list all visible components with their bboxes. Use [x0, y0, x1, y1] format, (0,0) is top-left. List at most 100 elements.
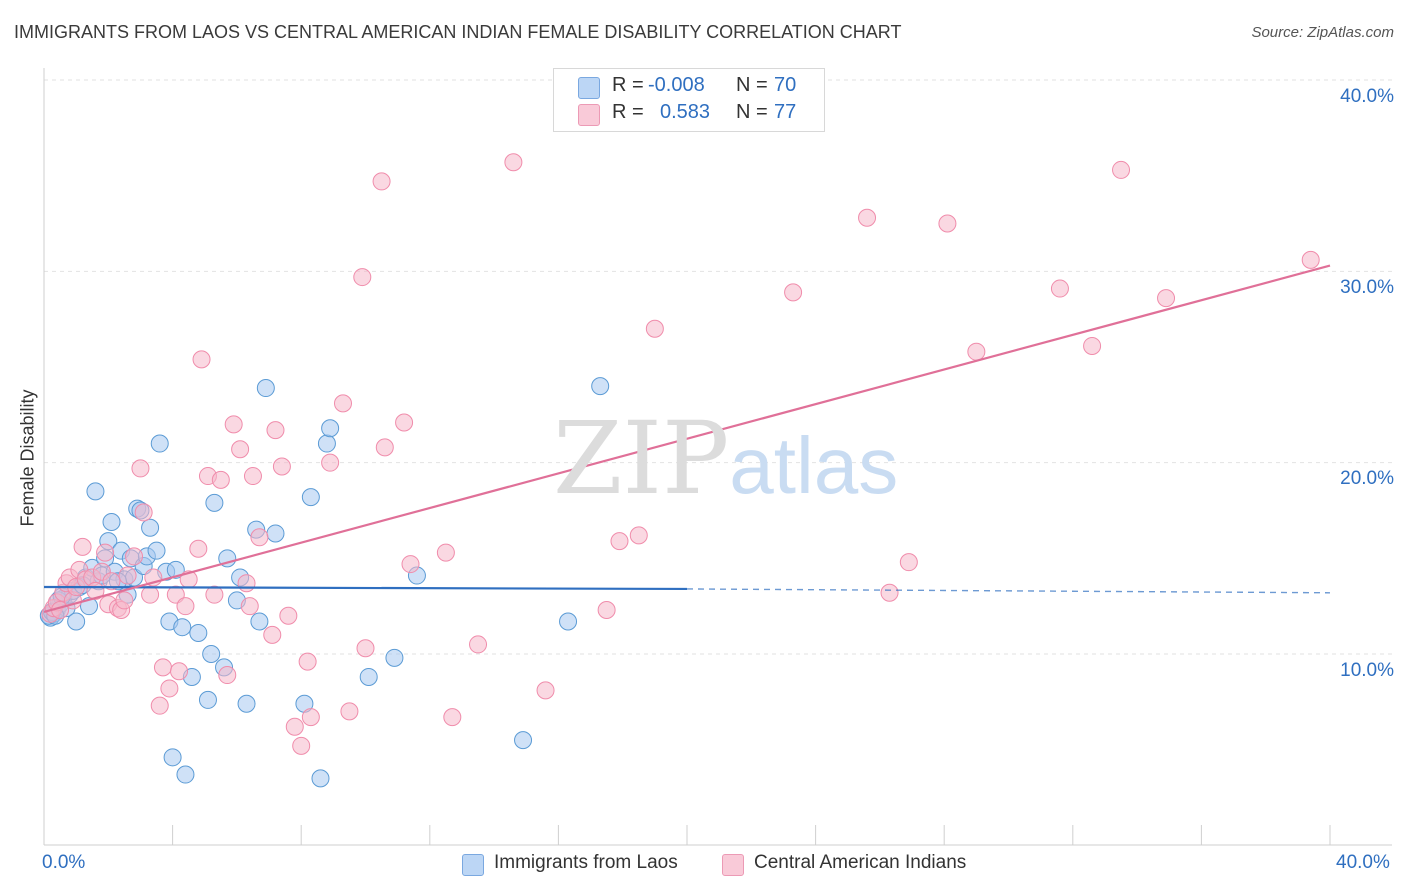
data-point-central-american — [285, 717, 304, 736]
chart-title: IMMIGRANTS FROM LAOS VS CENTRAL AMERICAN… — [14, 22, 902, 42]
data-point-central-american — [1050, 279, 1069, 298]
data-point-laos — [321, 419, 340, 438]
legend-r-value: -0.008 — [648, 74, 705, 96]
data-point-central-american — [321, 453, 340, 472]
legend-n-label: N = — [736, 101, 768, 123]
data-point-central-american — [858, 208, 877, 227]
data-point-laos — [250, 612, 269, 631]
data-point-central-american — [134, 503, 153, 522]
data-point-central-american — [102, 572, 121, 591]
data-point-central-american — [536, 681, 555, 700]
data-point-central-american — [115, 591, 134, 610]
data-point-central-american — [166, 585, 185, 604]
legend-swatch-laos — [578, 77, 600, 99]
data-point-central-american — [240, 597, 259, 616]
data-point-central-american — [192, 350, 211, 369]
data-point-central-american — [504, 153, 523, 172]
y-tick-10: 10.0% — [1340, 660, 1394, 681]
y-tick-20: 20.0% — [1340, 468, 1394, 489]
data-point-laos — [173, 618, 192, 637]
data-point-central-american — [938, 214, 957, 233]
bottom-legend-swatch-laos — [462, 854, 484, 876]
data-point-central-american — [205, 585, 224, 604]
data-point-central-american — [301, 708, 320, 727]
legend-r-value: 0.583 — [660, 101, 711, 123]
data-point-central-american — [250, 528, 269, 547]
data-point-laos — [385, 648, 404, 667]
data-point-laos — [301, 488, 320, 507]
data-point-central-american — [1112, 160, 1131, 179]
watermark-atlas: atlas — [729, 421, 899, 510]
data-point-central-american — [375, 438, 394, 457]
data-point-central-american — [73, 537, 92, 556]
data-point-central-american — [218, 666, 237, 685]
data-point-central-american — [279, 606, 298, 625]
data-point-central-american — [266, 421, 285, 440]
data-point-laos — [266, 524, 285, 543]
trend-line-laos — [43, 585, 688, 591]
data-point-central-american — [141, 585, 160, 604]
data-point-central-american — [469, 635, 488, 654]
data-point-central-american — [224, 415, 243, 434]
legend-swatch-central-american — [578, 104, 600, 126]
data-point-central-american — [176, 597, 195, 616]
data-point-laos — [311, 769, 330, 788]
bottom-legend-label-laos: Immigrants from Laos — [494, 852, 678, 873]
data-point-central-american — [153, 658, 172, 677]
data-point-central-american — [170, 662, 189, 681]
data-point-central-american — [372, 172, 391, 191]
data-point-central-american — [298, 652, 317, 671]
watermark-zip: ZIP — [553, 400, 730, 517]
data-point-laos — [166, 560, 185, 579]
data-point-laos — [150, 434, 169, 453]
bottom-legend-label-central-american: Central American Indians — [754, 852, 967, 873]
data-point-central-american — [967, 342, 986, 361]
data-point-central-american — [131, 459, 150, 478]
legend-n-label: N = — [736, 74, 768, 96]
data-point-central-american — [263, 625, 282, 644]
data-point-laos — [147, 541, 166, 560]
data-point-central-american — [610, 532, 629, 551]
data-point-laos — [176, 765, 195, 784]
data-point-central-american — [237, 574, 256, 593]
data-point-central-american — [401, 555, 420, 574]
data-point-central-american — [272, 457, 291, 476]
correlation-legend: R = -0.008 N = 70 R = 0.583 N = 77 — [553, 68, 825, 132]
watermark: ZIPatlas — [553, 400, 898, 517]
data-point-central-american — [292, 736, 311, 755]
data-point-laos — [189, 623, 208, 642]
data-point-central-american — [1083, 336, 1102, 355]
data-point-central-american — [125, 547, 144, 566]
data-point-central-american — [880, 583, 899, 602]
y-axis-label: Female Disability — [17, 389, 38, 527]
data-point-laos — [205, 493, 224, 512]
data-point-laos — [317, 434, 336, 453]
data-point-central-american — [118, 566, 137, 585]
data-point-central-american — [353, 268, 372, 287]
data-point-central-american — [231, 440, 250, 459]
data-point-laos — [591, 377, 610, 396]
data-point-central-american — [1157, 289, 1176, 308]
data-point-central-american — [395, 413, 414, 432]
data-point-central-american — [1301, 250, 1320, 269]
data-point-laos — [198, 690, 217, 709]
data-point-central-american — [436, 543, 455, 562]
data-point-laos — [514, 731, 533, 750]
data-point-central-american — [160, 679, 179, 698]
legend-n-value: 70 — [774, 74, 797, 96]
y-tick-30: 30.0% — [1340, 277, 1394, 298]
data-point-central-american — [443, 708, 462, 727]
x-tick-min: 0.0% — [42, 852, 86, 873]
data-point-laos — [163, 748, 182, 767]
data-point-central-american — [356, 639, 375, 658]
data-point-laos — [141, 518, 160, 537]
chart-source: Source: ZipAtlas.com — [1251, 24, 1394, 41]
data-point-central-american — [243, 467, 262, 486]
y-tick-40: 40.0% — [1340, 86, 1394, 107]
data-point-central-american — [189, 539, 208, 558]
data-point-laos — [67, 612, 86, 631]
x-tick-max: 40.0% — [1336, 852, 1390, 873]
data-point-central-american — [629, 526, 648, 545]
data-point-laos — [202, 645, 221, 663]
